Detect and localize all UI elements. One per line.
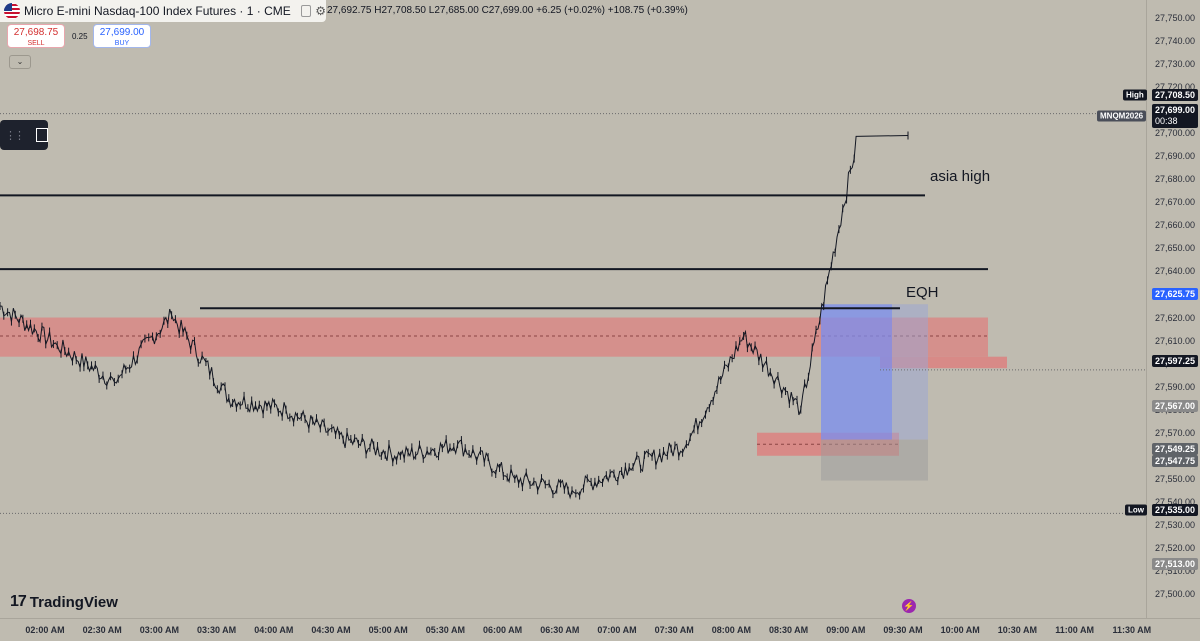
countdown: 00:38: [1154, 116, 1178, 126]
time-tick-label: 05:30 AM: [425, 625, 465, 635]
time-tick-label: 04:00 AM: [254, 625, 294, 635]
time-tick-label: 10:00 AM: [940, 625, 980, 635]
price-tick-label: 27,750.00: [1155, 13, 1196, 23]
time-tick-label: 07:00 AM: [597, 625, 637, 635]
buy-button[interactable]: 27,699.00 BUY: [93, 24, 151, 48]
stop-price-label: 27,549.25: [1151, 443, 1198, 455]
sell-label: SELL: [27, 40, 45, 47]
time-tick-label: 03:30 AM: [197, 625, 237, 635]
time-tick-label: 09:00 AM: [826, 625, 866, 635]
eqh-label: EQH: [906, 284, 939, 301]
tradingview-logo[interactable]: 17 TradingView: [10, 593, 118, 611]
time-tick-label: 09:30 AM: [883, 625, 923, 635]
symbol-header[interactable]: Micro E-mini Nasdaq-100 Index Futures · …: [0, 0, 326, 22]
time-axis[interactable]: 02:00 AM 02:30 AM 03:00 AM 03:30 AM 04:00 AM…: [0, 618, 1200, 641]
floating-drawing-toolbar[interactable]: ⋮⋮: [0, 120, 48, 150]
time-tick-label: 11:30 AM: [1112, 625, 1152, 635]
price-series-line: [0, 135, 909, 500]
chevron-down-icon[interactable]: ⌄: [9, 55, 31, 69]
small-zone: [880, 356, 1007, 369]
price-tick-label: 27,540.00: [1155, 496, 1196, 507]
price-tick-label: 27,650.00: [1155, 243, 1196, 254]
price-tick-label: 27,730.00: [1155, 59, 1196, 70]
time-tick-label: 11:00 AM: [1055, 625, 1094, 635]
tradingview-wordmark: TradingView: [29, 593, 118, 611]
ohlc-values: 27,692.75 H27,708.50 L27,685.00 C27,699.…: [327, 5, 688, 16]
sell-button[interactable]: 27,698.75 SELL: [7, 24, 65, 48]
time-tick-label: 03:00 AM: [139, 625, 179, 635]
stop-price-label-2: 27,547.75: [1151, 455, 1198, 467]
price-tick-label: 27,660.00: [1155, 220, 1196, 231]
time-tick-label: 08:30 AM: [769, 625, 809, 635]
price-tick-label: 27,620.00: [1155, 312, 1196, 323]
last-price: 27,699.00: [1154, 105, 1195, 115]
buy-price: 27,699.00: [99, 27, 145, 38]
target-price-label: 27,625.75: [1151, 288, 1198, 300]
long-position-target-extension: [892, 304, 928, 440]
high-tag: High: [1123, 89, 1147, 101]
spread-value: 0.25: [72, 32, 88, 41]
gray-price-label: 27,513.00: [1151, 558, 1198, 570]
level-price-label: 27,597.25: [1151, 355, 1198, 367]
time-tick-label: 05:00 AM: [368, 625, 408, 635]
price-scale[interactable]: 27,750.00 27,740.00 27,730.00 27,720.00 27,7…: [1146, 0, 1200, 618]
low-price-label: 27,535.00: [1151, 504, 1198, 516]
time-tick-label: 02:00 AM: [25, 625, 65, 635]
last-price-label: 27,699.00 00:38: [1151, 104, 1198, 128]
rectangle-select-icon[interactable]: [36, 128, 48, 142]
price-tick-label: 27,700.00: [1155, 128, 1196, 139]
price-tick-label: 27,720.00: [1155, 82, 1196, 93]
buy-label: BUY: [114, 40, 130, 47]
asia-high-label: asia high: [930, 168, 991, 185]
entry-price-label: 27,567.00: [1151, 400, 1198, 412]
drag-handle-icon[interactable]: ⋮⋮: [5, 129, 25, 142]
price-tick-label: 27,570.00: [1155, 427, 1196, 438]
price-tick-label: 27,590.00: [1155, 381, 1196, 392]
price-tick-label: 27,640.00: [1155, 266, 1196, 277]
hide-icon[interactable]: [300, 5, 312, 17]
time-tick-label: 07:30 AM: [654, 625, 694, 635]
time-tick-label: 10:30 AM: [997, 625, 1037, 635]
symbol-title[interactable]: Micro E-mini Nasdaq-100 Index Futures · …: [24, 4, 291, 18]
price-tick-label: 27,610.00: [1155, 335, 1196, 346]
high-price-label: 27,708.50: [1151, 89, 1198, 101]
long-position-stop-box: [821, 439, 928, 481]
price-tick-label: 27,690.00: [1155, 151, 1196, 162]
time-tick-label: 06:30 AM: [540, 625, 580, 635]
sell-price: 27,698.75: [13, 27, 59, 38]
price-tick-label: 27,740.00: [1155, 36, 1196, 47]
time-tick-label: 04:30 AM: [311, 625, 351, 635]
price-tick-label: 27,670.00: [1155, 197, 1196, 208]
chart-area[interactable]: [0, 0, 1146, 618]
symbol-tag: MNQM2026: [1097, 110, 1147, 122]
price-tick-label: 27,520.00: [1155, 542, 1196, 553]
tradingview-mark-icon: 17: [10, 593, 27, 610]
low-tag: Low: [1125, 504, 1147, 516]
price-tick-label: 27,530.00: [1155, 519, 1196, 530]
time-tick-label: 02:30 AM: [82, 625, 122, 635]
us-flag-icon: [4, 3, 20, 19]
time-tick-label: 08:00 AM: [711, 625, 751, 635]
price-tick-label: 27,680.00: [1155, 174, 1196, 185]
time-tick-label: 06:00 AM: [483, 625, 523, 635]
price-chart[interactable]: [0, 0, 1146, 618]
price-tick-label: 27,550.00: [1155, 473, 1196, 484]
price-tick-label: 27,510.00: [1155, 565, 1196, 576]
settings-icon[interactable]: ⚙: [315, 4, 326, 18]
lightning-icon[interactable]: ⚡: [902, 599, 916, 613]
long-position-target-box: [821, 304, 892, 440]
price-tick-label: 27,500.00: [1155, 589, 1196, 599]
